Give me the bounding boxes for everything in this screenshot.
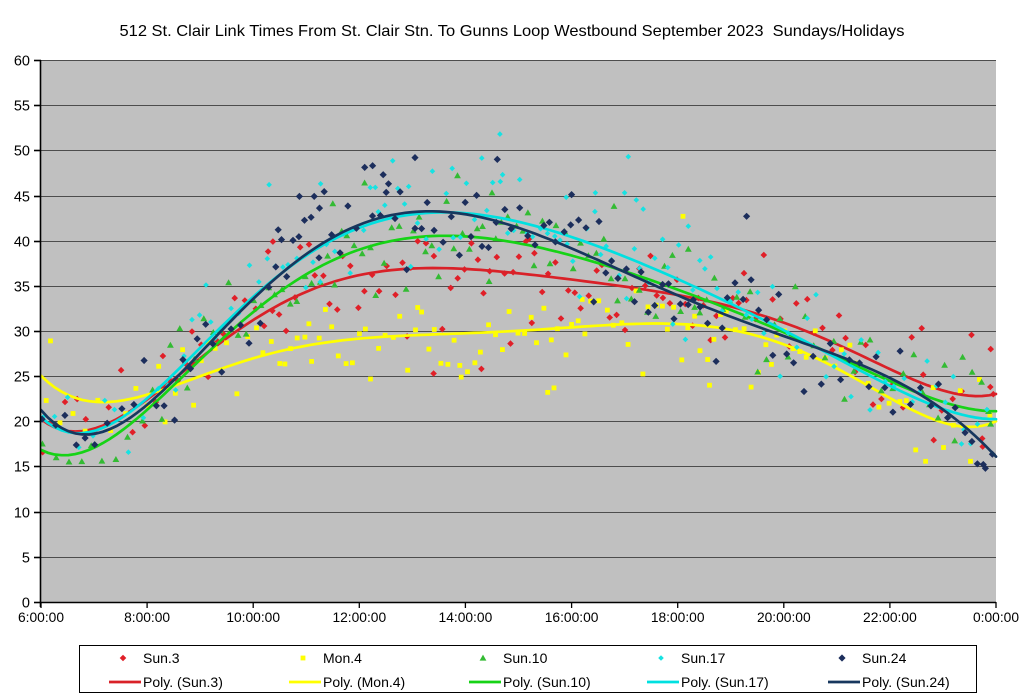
svg-text:Poly. (Sun.10): Poly. (Sun.10) <box>503 674 591 690</box>
svg-text:Poly. (Sun.24): Poly. (Sun.24) <box>862 674 950 690</box>
svg-text:22:00:00: 22:00:00 <box>863 610 917 625</box>
svg-text:18:00:00: 18:00:00 <box>651 610 705 625</box>
svg-text:Poly. (Sun.17): Poly. (Sun.17) <box>681 674 769 690</box>
svg-text:35: 35 <box>14 280 30 296</box>
svg-text:Sun.3: Sun.3 <box>143 650 180 666</box>
svg-text:Mon.4: Mon.4 <box>323 650 362 666</box>
svg-text:Sun.17: Sun.17 <box>681 650 726 666</box>
svg-text:Sun.24: Sun.24 <box>862 650 907 666</box>
svg-text:20:00:00: 20:00:00 <box>757 610 811 625</box>
svg-text:Poly. (Mon.4): Poly. (Mon.4) <box>323 674 405 690</box>
svg-text:512 St. Clair Link Times From: 512 St. Clair Link Times From St. Clair … <box>120 23 905 40</box>
svg-text:8:00:00: 8:00:00 <box>124 610 170 625</box>
svg-text:Sun.10: Sun.10 <box>503 650 548 666</box>
svg-text:0:00:00: 0:00:00 <box>973 610 1019 625</box>
svg-text:12:00:00: 12:00:00 <box>332 610 386 625</box>
svg-text:50: 50 <box>14 144 30 160</box>
svg-text:0: 0 <box>22 596 30 612</box>
svg-text:10: 10 <box>14 506 30 522</box>
svg-text:20: 20 <box>14 415 30 431</box>
svg-text:45: 45 <box>14 190 30 206</box>
svg-text:55: 55 <box>14 99 30 115</box>
svg-text:25: 25 <box>14 370 30 386</box>
svg-text:30: 30 <box>14 325 30 341</box>
svg-text:16:00:00: 16:00:00 <box>545 610 599 625</box>
svg-text:6:00:00: 6:00:00 <box>18 610 64 625</box>
svg-text:40: 40 <box>14 235 30 251</box>
svg-text:Poly. (Sun.3): Poly. (Sun.3) <box>143 674 223 690</box>
svg-text:5: 5 <box>22 551 30 567</box>
svg-text:60: 60 <box>14 54 30 70</box>
svg-text:15: 15 <box>14 460 30 476</box>
svg-text:10:00:00: 10:00:00 <box>226 610 280 625</box>
svg-text:14:00:00: 14:00:00 <box>439 610 493 625</box>
